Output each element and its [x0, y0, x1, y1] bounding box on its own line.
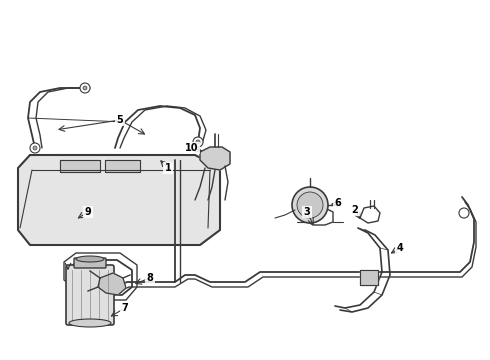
Ellipse shape — [69, 319, 111, 327]
Polygon shape — [360, 270, 378, 285]
Text: 3: 3 — [304, 207, 310, 217]
Text: 8: 8 — [147, 273, 153, 283]
Text: 1: 1 — [165, 163, 172, 173]
Text: 10: 10 — [185, 143, 199, 153]
FancyBboxPatch shape — [74, 258, 106, 268]
Ellipse shape — [76, 256, 104, 262]
Polygon shape — [60, 160, 100, 172]
Polygon shape — [18, 155, 220, 245]
Circle shape — [196, 140, 200, 144]
Circle shape — [292, 187, 328, 223]
Circle shape — [80, 83, 90, 93]
Text: 5: 5 — [117, 115, 123, 125]
Text: 4: 4 — [396, 243, 403, 253]
Text: 6: 6 — [335, 198, 342, 208]
Circle shape — [30, 143, 40, 153]
Circle shape — [33, 146, 37, 150]
Circle shape — [297, 192, 323, 218]
Text: 9: 9 — [85, 207, 91, 217]
Text: 2: 2 — [352, 205, 358, 215]
Circle shape — [459, 208, 469, 218]
Circle shape — [83, 86, 87, 90]
Polygon shape — [98, 273, 126, 295]
Circle shape — [193, 137, 203, 147]
Polygon shape — [105, 160, 140, 172]
FancyBboxPatch shape — [66, 265, 114, 325]
Text: 7: 7 — [122, 303, 128, 313]
Polygon shape — [200, 147, 230, 170]
